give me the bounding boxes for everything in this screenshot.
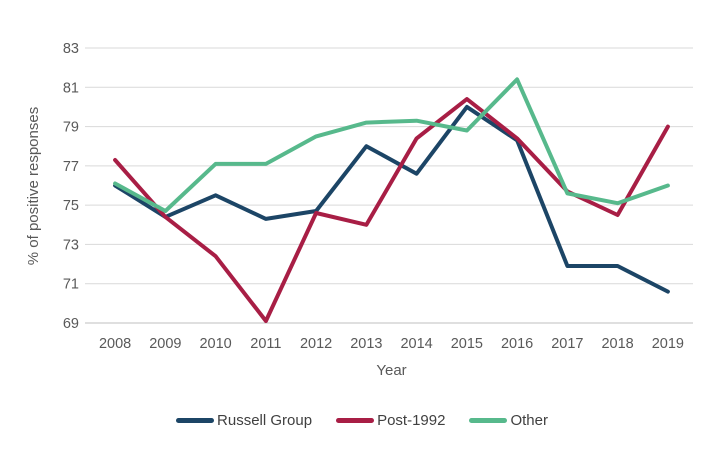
legend-label: Other <box>510 412 548 429</box>
x-tick-label: 2016 <box>501 336 533 352</box>
legend-item-other: Other <box>469 412 548 429</box>
legend-item-post-1992: Post-1992 <box>336 412 445 429</box>
series-line-other <box>113 77 670 213</box>
y-tick-label: 79 <box>63 120 79 136</box>
legend-swatch-russell-group <box>176 418 215 423</box>
x-tick-label: 2019 <box>652 336 684 352</box>
legend-label: Russell Group <box>217 412 313 429</box>
legend-swatch-other <box>469 418 508 423</box>
x-tick-label: 2015 <box>451 336 483 352</box>
y-axis-title: % of positive responses <box>25 106 42 266</box>
legend-swatch-post-1992 <box>336 418 375 423</box>
x-tick-label: 2011 <box>250 336 281 352</box>
x-tick-label: 2010 <box>199 336 231 352</box>
y-tick-label: 77 <box>63 159 79 175</box>
y-tick-label: 75 <box>63 198 79 214</box>
x-tick-label: 2008 <box>99 336 131 352</box>
x-tick-label: 2017 <box>551 336 583 352</box>
chart-legend: Russell Group Post-1992 Other <box>0 412 724 429</box>
y-tick-label: 73 <box>63 237 79 253</box>
x-axis-title: Year <box>376 362 407 379</box>
x-tick-label: 2014 <box>400 336 432 352</box>
series-line-post-1992 <box>113 97 670 323</box>
y-tick-label: 81 <box>63 80 79 96</box>
plot-area: 69 71 73 75 77 79 81 83 2008 2009 2010 2011 2012 2013… <box>63 41 693 352</box>
series-line-russell-group <box>113 104 670 294</box>
y-tick-label: 71 <box>63 277 79 293</box>
legend-label: Post-1992 <box>377 412 446 429</box>
y-tick-label: 83 <box>63 41 79 57</box>
legend-item-russell-group: Russell Group <box>176 412 312 429</box>
x-tick-label: 2009 <box>149 336 181 352</box>
y-tick-label: 69 <box>63 316 79 332</box>
x-tick-label: 2013 <box>350 336 382 352</box>
x-tick-label: 2012 <box>300 336 332 352</box>
x-tick-label: 2018 <box>601 336 633 352</box>
